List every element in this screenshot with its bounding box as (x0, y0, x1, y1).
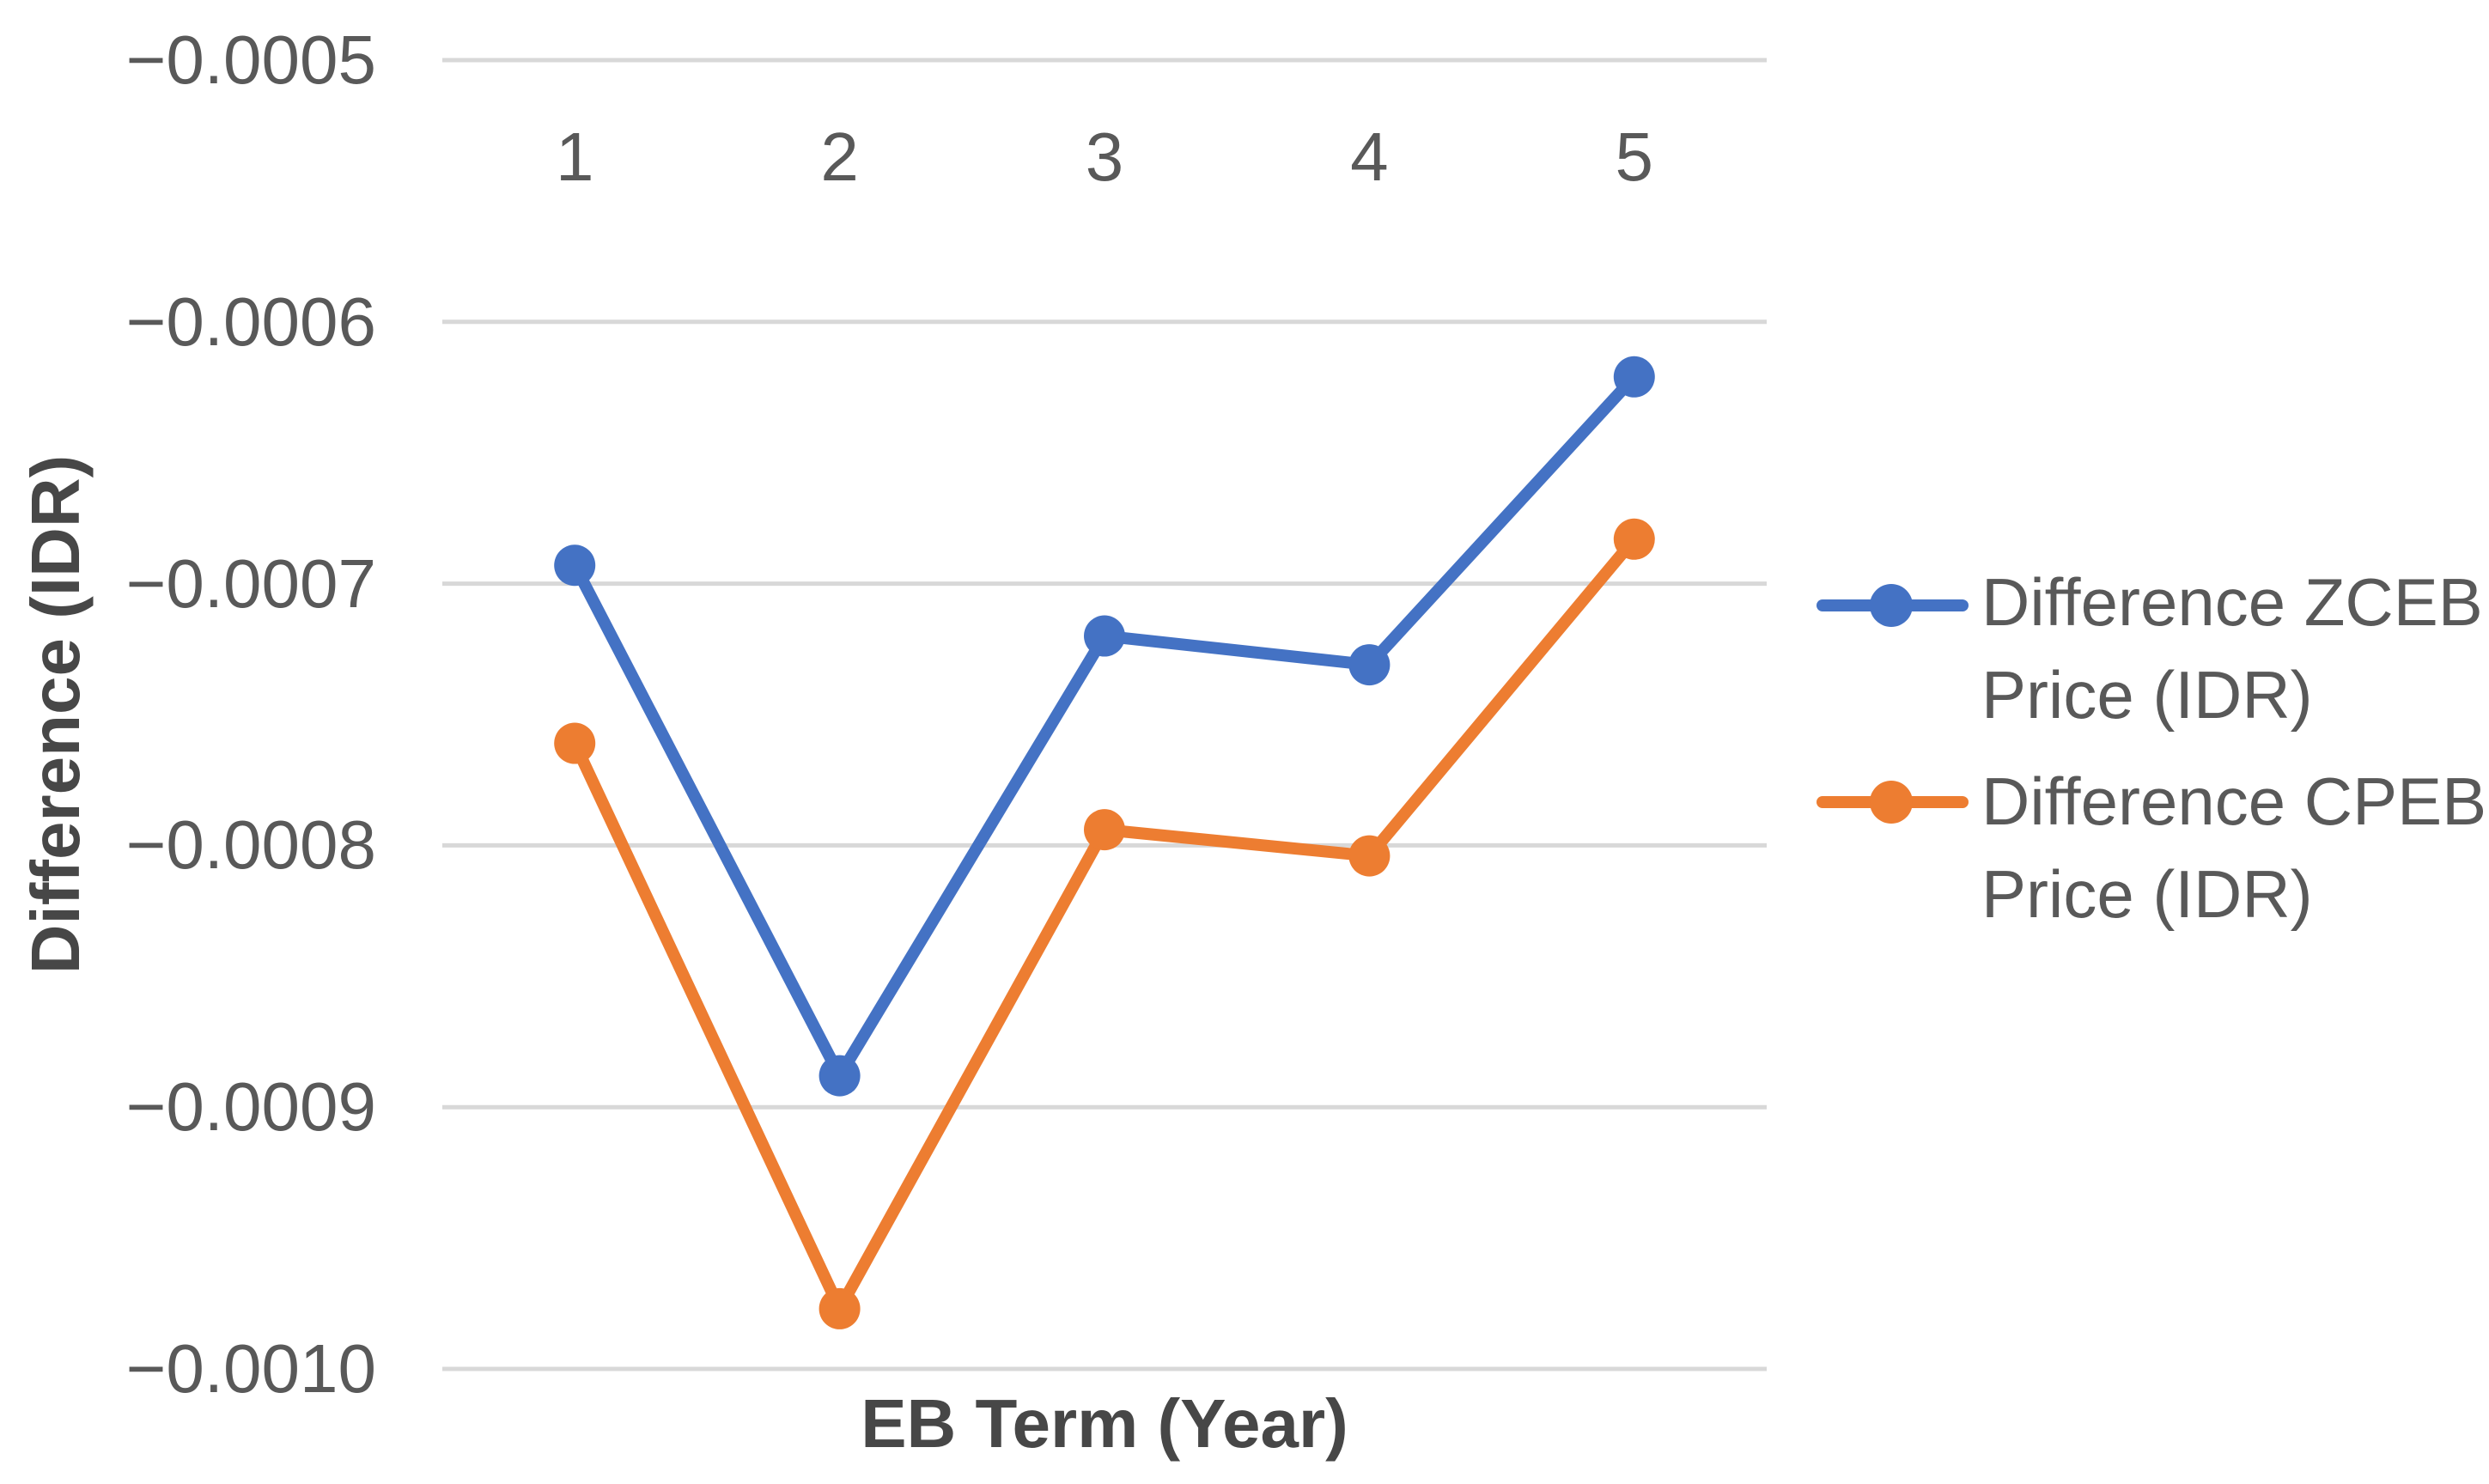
series-1-marker-2 (1084, 809, 1125, 851)
x-axis-title: EB Term (Year) (861, 1385, 1348, 1462)
legend-marker-dot-cpeb (1870, 781, 1913, 824)
legend-label-cpeb: Difference CPEB Price (IDR) (1981, 763, 2487, 932)
series-1-marker-0 (554, 722, 596, 764)
x-tick-label: 5 (1615, 119, 1654, 195)
series-0-marker-4 (1613, 356, 1655, 398)
y-tick-label: −0.0006 (125, 283, 376, 360)
series-0-marker-0 (554, 544, 596, 587)
legend-label-zceb: Difference ZCEB Price (IDR) (1981, 564, 2483, 733)
y-tick-label: −0.0007 (125, 544, 376, 622)
series-1-marker-3 (1348, 835, 1391, 877)
y-tick-label: −0.0005 (125, 21, 376, 98)
x-tick-label: 4 (1350, 119, 1389, 195)
series-0-marker-1 (819, 1055, 861, 1097)
legend-marker-dot-zceb (1870, 584, 1913, 627)
y-tick-label: −0.0008 (125, 806, 376, 884)
y-axis-title: Difference (IDR) (17, 454, 94, 975)
x-tick-label: 2 (820, 119, 859, 195)
x-tick-label: 1 (555, 119, 594, 195)
y-tick-label: −0.0009 (125, 1068, 376, 1146)
y-tick-label: −0.0010 (125, 1330, 376, 1407)
series-0-marker-2 (1084, 615, 1125, 657)
series-0-marker-3 (1348, 644, 1391, 686)
x-tick-label: 3 (1085, 119, 1124, 195)
series-1-marker-1 (819, 1287, 861, 1329)
series-1-marker-4 (1613, 518, 1655, 560)
